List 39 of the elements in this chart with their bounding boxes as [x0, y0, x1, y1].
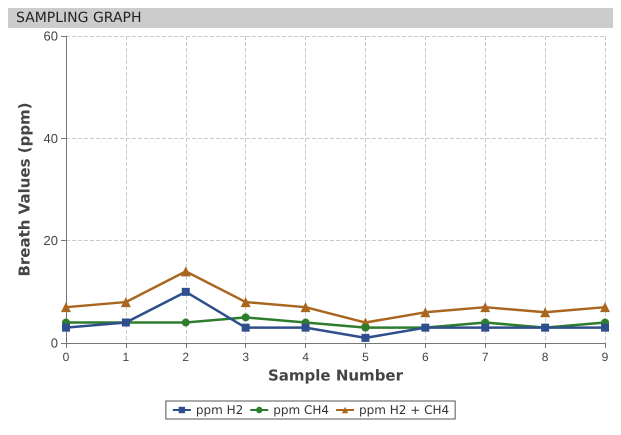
point [361, 324, 370, 332]
point [180, 266, 191, 276]
legend-label: ppm H2 [196, 403, 244, 417]
x-axis-title: Sample Number [268, 366, 404, 384]
point [600, 302, 610, 312]
x-tick-label: 8 [542, 350, 549, 364]
point [302, 324, 310, 332]
point [540, 307, 550, 318]
point [240, 297, 251, 308]
point [62, 324, 70, 332]
legend-label: ppm H2 + CH4 [359, 403, 450, 417]
x-tick-label: 0 [62, 350, 70, 364]
point [182, 288, 190, 296]
point [61, 302, 71, 312]
point [300, 302, 311, 312]
point [481, 324, 490, 332]
point [182, 318, 190, 327]
x-tick-label: 3 [242, 350, 250, 364]
x-tick-label: 4 [302, 350, 310, 364]
point [120, 297, 131, 308]
point [601, 324, 609, 332]
chart-title: SAMPLING GRAPH [8, 8, 613, 28]
y-tick-label: 40 [44, 130, 58, 146]
point [242, 324, 250, 332]
point [242, 313, 250, 322]
y-axis-title: Breath Values (ppm) [16, 102, 34, 277]
x-tick-label: 9 [602, 350, 609, 364]
x-tick-label: 5 [362, 350, 370, 364]
point [480, 302, 490, 312]
y-tick-label: 20 [44, 233, 58, 248]
legend-label: ppm CH4 [273, 403, 330, 417]
x-tick-label: 6 [422, 350, 429, 364]
point [420, 307, 430, 318]
y-tick-label: 0 [50, 336, 58, 350]
x-tick-label: 7 [482, 350, 489, 364]
point [361, 334, 370, 342]
x-tick-label: 1 [122, 350, 130, 364]
y-tick-label: 60 [44, 28, 58, 44]
x-tick-label: 2 [182, 350, 190, 364]
